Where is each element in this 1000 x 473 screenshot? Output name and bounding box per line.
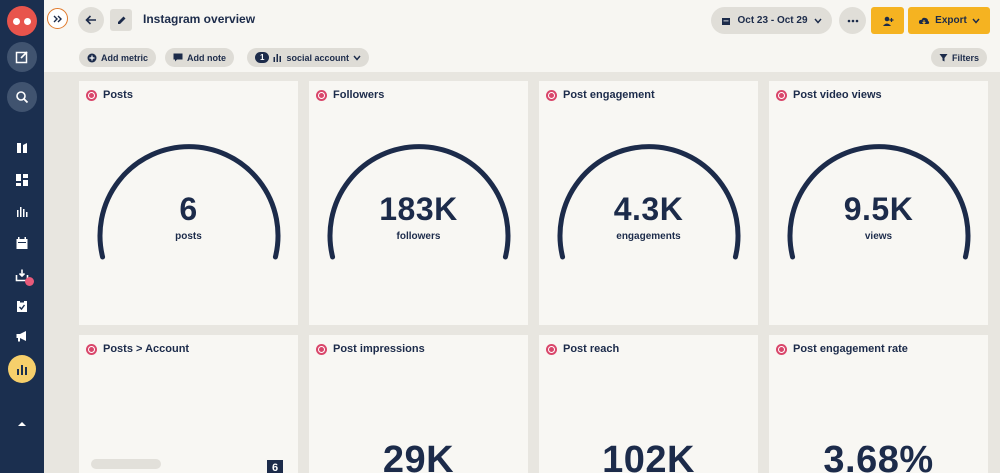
filter-icon xyxy=(939,54,948,62)
card-title: Posts > Account xyxy=(103,343,190,355)
card-title: Post engagement xyxy=(563,89,655,101)
metric-value: 183K xyxy=(379,191,458,227)
metric-value: 9.5K xyxy=(843,191,914,227)
dashboard-icon[interactable] xyxy=(12,170,32,190)
metric-value: 102K xyxy=(602,439,695,473)
share-button[interactable] xyxy=(871,7,904,34)
metric-value: 29K xyxy=(382,439,455,473)
chevron-down-icon xyxy=(813,18,822,24)
instagram-icon xyxy=(86,89,97,101)
more-options-button[interactable] xyxy=(839,7,866,34)
add-metric-label: Add metric xyxy=(101,52,149,63)
social-account-selector[interactable]: 1 social account xyxy=(247,48,369,67)
metric-card-post-reach[interactable]: Post reach 102K xyxy=(539,335,758,473)
metric-card-posts-account[interactable]: Posts > Account 6 xyxy=(79,335,298,473)
edit-title-button[interactable] xyxy=(110,9,132,31)
metric-unit: engagements xyxy=(616,231,681,242)
back-button[interactable] xyxy=(78,7,104,33)
gauge-arc xyxy=(97,144,281,260)
analytics-bars-icon[interactable] xyxy=(12,201,32,221)
metric-card-post-impressions[interactable]: Post impressions 29K xyxy=(309,335,528,473)
analytics-chart-icon[interactable] xyxy=(8,355,36,383)
chevron-up-icon[interactable] xyxy=(12,414,32,434)
date-range-label: Oct 23 - Oct 29 xyxy=(737,15,808,26)
metric-unit: followers xyxy=(396,231,441,242)
compose-icon[interactable] xyxy=(7,42,37,72)
card-title: Posts xyxy=(103,89,133,101)
page-header: Instagram overview Oct 23 - Oct 29 Expor… xyxy=(44,0,1000,43)
metric-value: 6 xyxy=(179,191,198,227)
megaphone-icon[interactable] xyxy=(12,326,32,346)
instagram-icon xyxy=(776,89,787,101)
gauge-arc xyxy=(327,144,511,260)
instagram-icon xyxy=(316,89,327,101)
bar-chart-icon xyxy=(273,54,282,62)
card-title: Post reach xyxy=(563,343,620,355)
metric-card-posts[interactable]: Posts 6 posts xyxy=(79,81,298,325)
card-title: Post impressions xyxy=(333,343,425,355)
date-range-button[interactable]: Oct 23 - Oct 29 xyxy=(711,7,832,34)
notification-badge xyxy=(25,277,34,286)
instagram-icon xyxy=(86,343,97,355)
page-title: Instagram overview xyxy=(143,12,256,26)
expand-sidebar-button[interactable] xyxy=(47,8,68,29)
add-user-icon xyxy=(882,16,893,26)
metric-value: 6 xyxy=(267,460,283,473)
plus-circle-icon xyxy=(87,53,97,62)
left-nav-rail xyxy=(0,0,44,473)
gauge-arc xyxy=(787,144,971,260)
report-toolbar: Add metric Add note 1 social account Fil… xyxy=(44,43,1000,72)
cloud-download-icon xyxy=(919,17,930,24)
metric-card-followers[interactable]: Followers 183K followers xyxy=(309,81,528,325)
ellipsis-icon xyxy=(847,19,858,22)
instagram-icon xyxy=(546,89,557,101)
card-title: Followers xyxy=(333,89,385,101)
export-label: Export xyxy=(935,15,967,26)
metric-card-post-engagement-rate[interactable]: Post engagement rate 3.68% xyxy=(769,335,988,473)
metric-value: 3.68% xyxy=(823,439,934,473)
card-title: Post video views xyxy=(793,89,882,101)
streams-icon[interactable] xyxy=(12,138,32,158)
export-button[interactable]: Export xyxy=(908,7,990,34)
metric-card-post-video-views[interactable]: Post video views 9.5K views xyxy=(769,81,988,325)
calendar-icon xyxy=(722,17,731,25)
note-icon xyxy=(173,53,183,62)
chevron-down-icon xyxy=(353,55,361,61)
instagram-icon xyxy=(546,343,557,355)
owl-logo-icon[interactable] xyxy=(7,6,37,36)
search-icon[interactable] xyxy=(7,82,37,112)
add-note-label: Add note xyxy=(187,52,226,63)
clipboard-icon[interactable] xyxy=(12,296,32,316)
add-metric-button[interactable]: Add metric xyxy=(79,48,157,67)
chart-bar-placeholder xyxy=(91,459,161,469)
filters-label: Filters xyxy=(952,52,980,63)
metric-unit: views xyxy=(864,231,893,242)
account-count-badge: 1 xyxy=(255,52,270,63)
account-label: social account xyxy=(286,52,349,63)
add-note-button[interactable]: Add note xyxy=(165,48,234,67)
calendar-icon[interactable] xyxy=(12,233,32,253)
metric-card-post-engagement[interactable]: Post engagement 4.3K engagements xyxy=(539,81,758,325)
chevron-down-icon xyxy=(972,18,980,24)
metric-unit: posts xyxy=(175,231,202,242)
metric-value: 4.3K xyxy=(613,191,684,227)
gauge-arc xyxy=(557,144,741,260)
instagram-icon xyxy=(776,343,787,355)
filters-button[interactable]: Filters xyxy=(931,48,988,67)
instagram-icon xyxy=(316,343,327,355)
card-title: Post engagement rate xyxy=(793,343,908,355)
